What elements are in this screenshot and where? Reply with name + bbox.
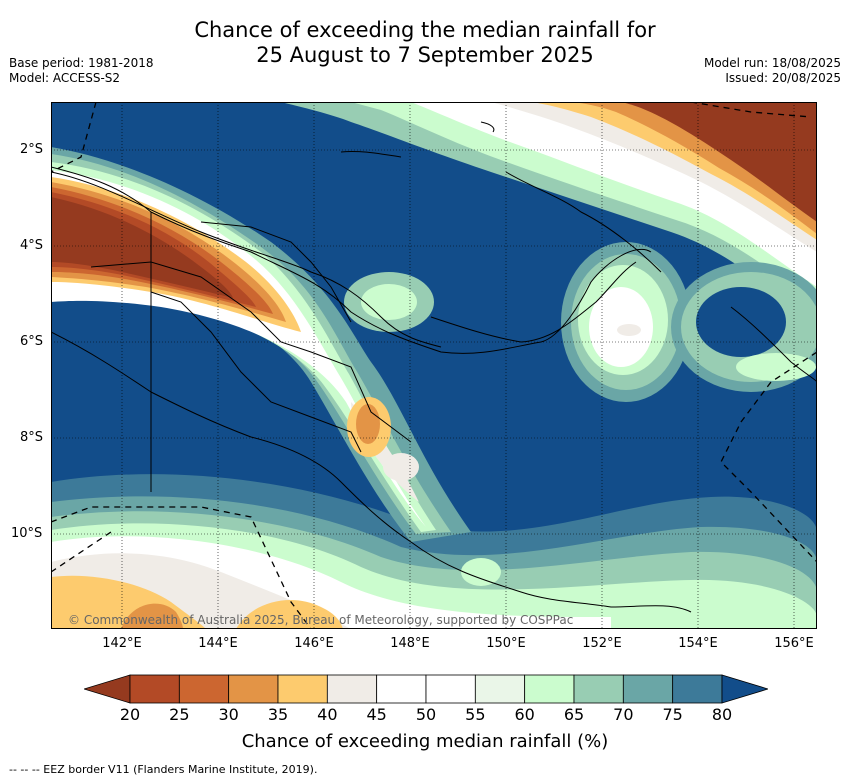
lon-label: 146°E — [294, 636, 334, 651]
colorbar-swatch — [326, 674, 378, 704]
field-se-core — [696, 287, 786, 357]
colorbar-swatch — [228, 674, 279, 704]
lon-label: 152°E — [582, 636, 622, 651]
colorbar-tick-label: 65 — [563, 705, 585, 724]
model-run: Model run: 18/08/2025 — [703, 56, 841, 70]
eez-south-west — [51, 506, 312, 629]
eez-south-diag — [51, 531, 112, 573]
field-south-40-b — [236, 600, 343, 629]
colorbar-swatch — [573, 674, 624, 704]
coast-north-new-guinea — [51, 171, 442, 348]
field-blob-orange — [356, 404, 380, 444]
colorbar-swatch — [129, 674, 180, 704]
base-period: Base period: 1981-2018 — [9, 56, 154, 70]
colorbar-tick-label: 80 — [711, 705, 733, 724]
colorbar-swatch — [178, 674, 230, 704]
lat-label: 2°S — [20, 142, 44, 157]
colorbar-tick-label: 30 — [218, 705, 239, 724]
meta-right: Model run: 18/08/2025 Issued: 20/08/2025 — [704, 56, 841, 86]
title-line-1: Chance of exceeding the median rainfall … — [194, 18, 656, 42]
field-blob-gray — [383, 453, 419, 481]
coast-manus — [480, 121, 495, 133]
coast-admiralty — [340, 151, 402, 158]
eez-note: -- -- -- EEZ border V11 (Flanders Marine… — [9, 763, 318, 776]
colorbar-swatch — [672, 674, 723, 704]
borders — [90, 212, 412, 492]
colorbar-swatch — [425, 674, 476, 704]
coastlines — [51, 121, 817, 613]
border-province-a — [90, 261, 412, 443]
lon-label: 150°E — [486, 636, 526, 651]
colorbar-tick-label: 45 — [366, 705, 387, 724]
map-title: Chance of exceeding the median rainfall … — [0, 18, 850, 68]
rainfall-map — [51, 102, 817, 629]
eez-east — [720, 351, 817, 563]
colorbar-high-extend — [721, 674, 768, 704]
lat-label: 10°S — [11, 526, 43, 541]
meta-left: Base period: 1981-2018 Model: ACCESS-S2 — [9, 56, 154, 86]
colorbar-tick-label: 40 — [317, 705, 338, 724]
model-name: Model: ACCESS-S2 — [9, 71, 121, 85]
lon-label: 154°E — [678, 636, 718, 651]
coast-bougainville — [730, 306, 817, 383]
lat-label: 8°S — [20, 430, 44, 445]
field-south-35 — [121, 603, 183, 629]
lon-label: 156°E — [774, 636, 814, 651]
title-line-2: 25 August to 7 September 2025 — [256, 43, 594, 67]
copyright-notice: © Commonwealth of Australia 2025, Bureau… — [68, 613, 574, 627]
colorbar-tick-label: 20 — [119, 705, 141, 724]
eez-borders — [51, 102, 817, 629]
colorbar-tick-label: 25 — [169, 705, 190, 724]
border-province-c — [200, 221, 352, 323]
colorbar-swatch — [277, 674, 328, 704]
colorbar-tick-label: 50 — [415, 705, 437, 724]
colorbar-tick-label: 55 — [465, 705, 486, 724]
lat-label: 6°S — [20, 334, 44, 349]
colorbar-tick-label: 60 — [514, 705, 535, 724]
colorbar-swatch — [622, 674, 674, 704]
lon-label: 142°E — [102, 636, 142, 651]
coast-new-guinea — [51, 166, 692, 613]
lat-label: 4°S — [20, 238, 44, 253]
colorbar-tick-label: 75 — [662, 705, 683, 724]
eez-ne — [690, 102, 812, 118]
colorbar-tick-label: 35 — [267, 705, 289, 724]
colorbar-low-extend — [84, 674, 131, 704]
colorbar-swatch — [474, 674, 526, 704]
colorbar-swatch — [524, 674, 575, 704]
coast-new-britain — [430, 261, 637, 343]
graticule — [51, 102, 817, 629]
field-ne-20 — [621, 102, 817, 222]
coast-new-ireland — [505, 171, 662, 273]
eez-west — [51, 102, 97, 173]
map-frame — [51, 102, 817, 629]
colorbar-swatch — [376, 674, 427, 704]
lon-label: 144°E — [198, 636, 238, 651]
field-south-blob — [461, 558, 501, 586]
colorbar — [84, 674, 768, 704]
border-province-b — [150, 291, 362, 453]
lon-label: 148°E — [390, 636, 430, 651]
colorbar-title: Chance of exceeding median rainfall (%) — [241, 731, 609, 752]
field-small-blob-60 — [361, 284, 417, 320]
colorbar-tick-label: 70 — [613, 705, 634, 724]
field-se-green — [736, 353, 816, 381]
issued-date: Issued: 20/08/2025 — [725, 71, 841, 85]
field-east-blob-45 — [617, 324, 641, 336]
